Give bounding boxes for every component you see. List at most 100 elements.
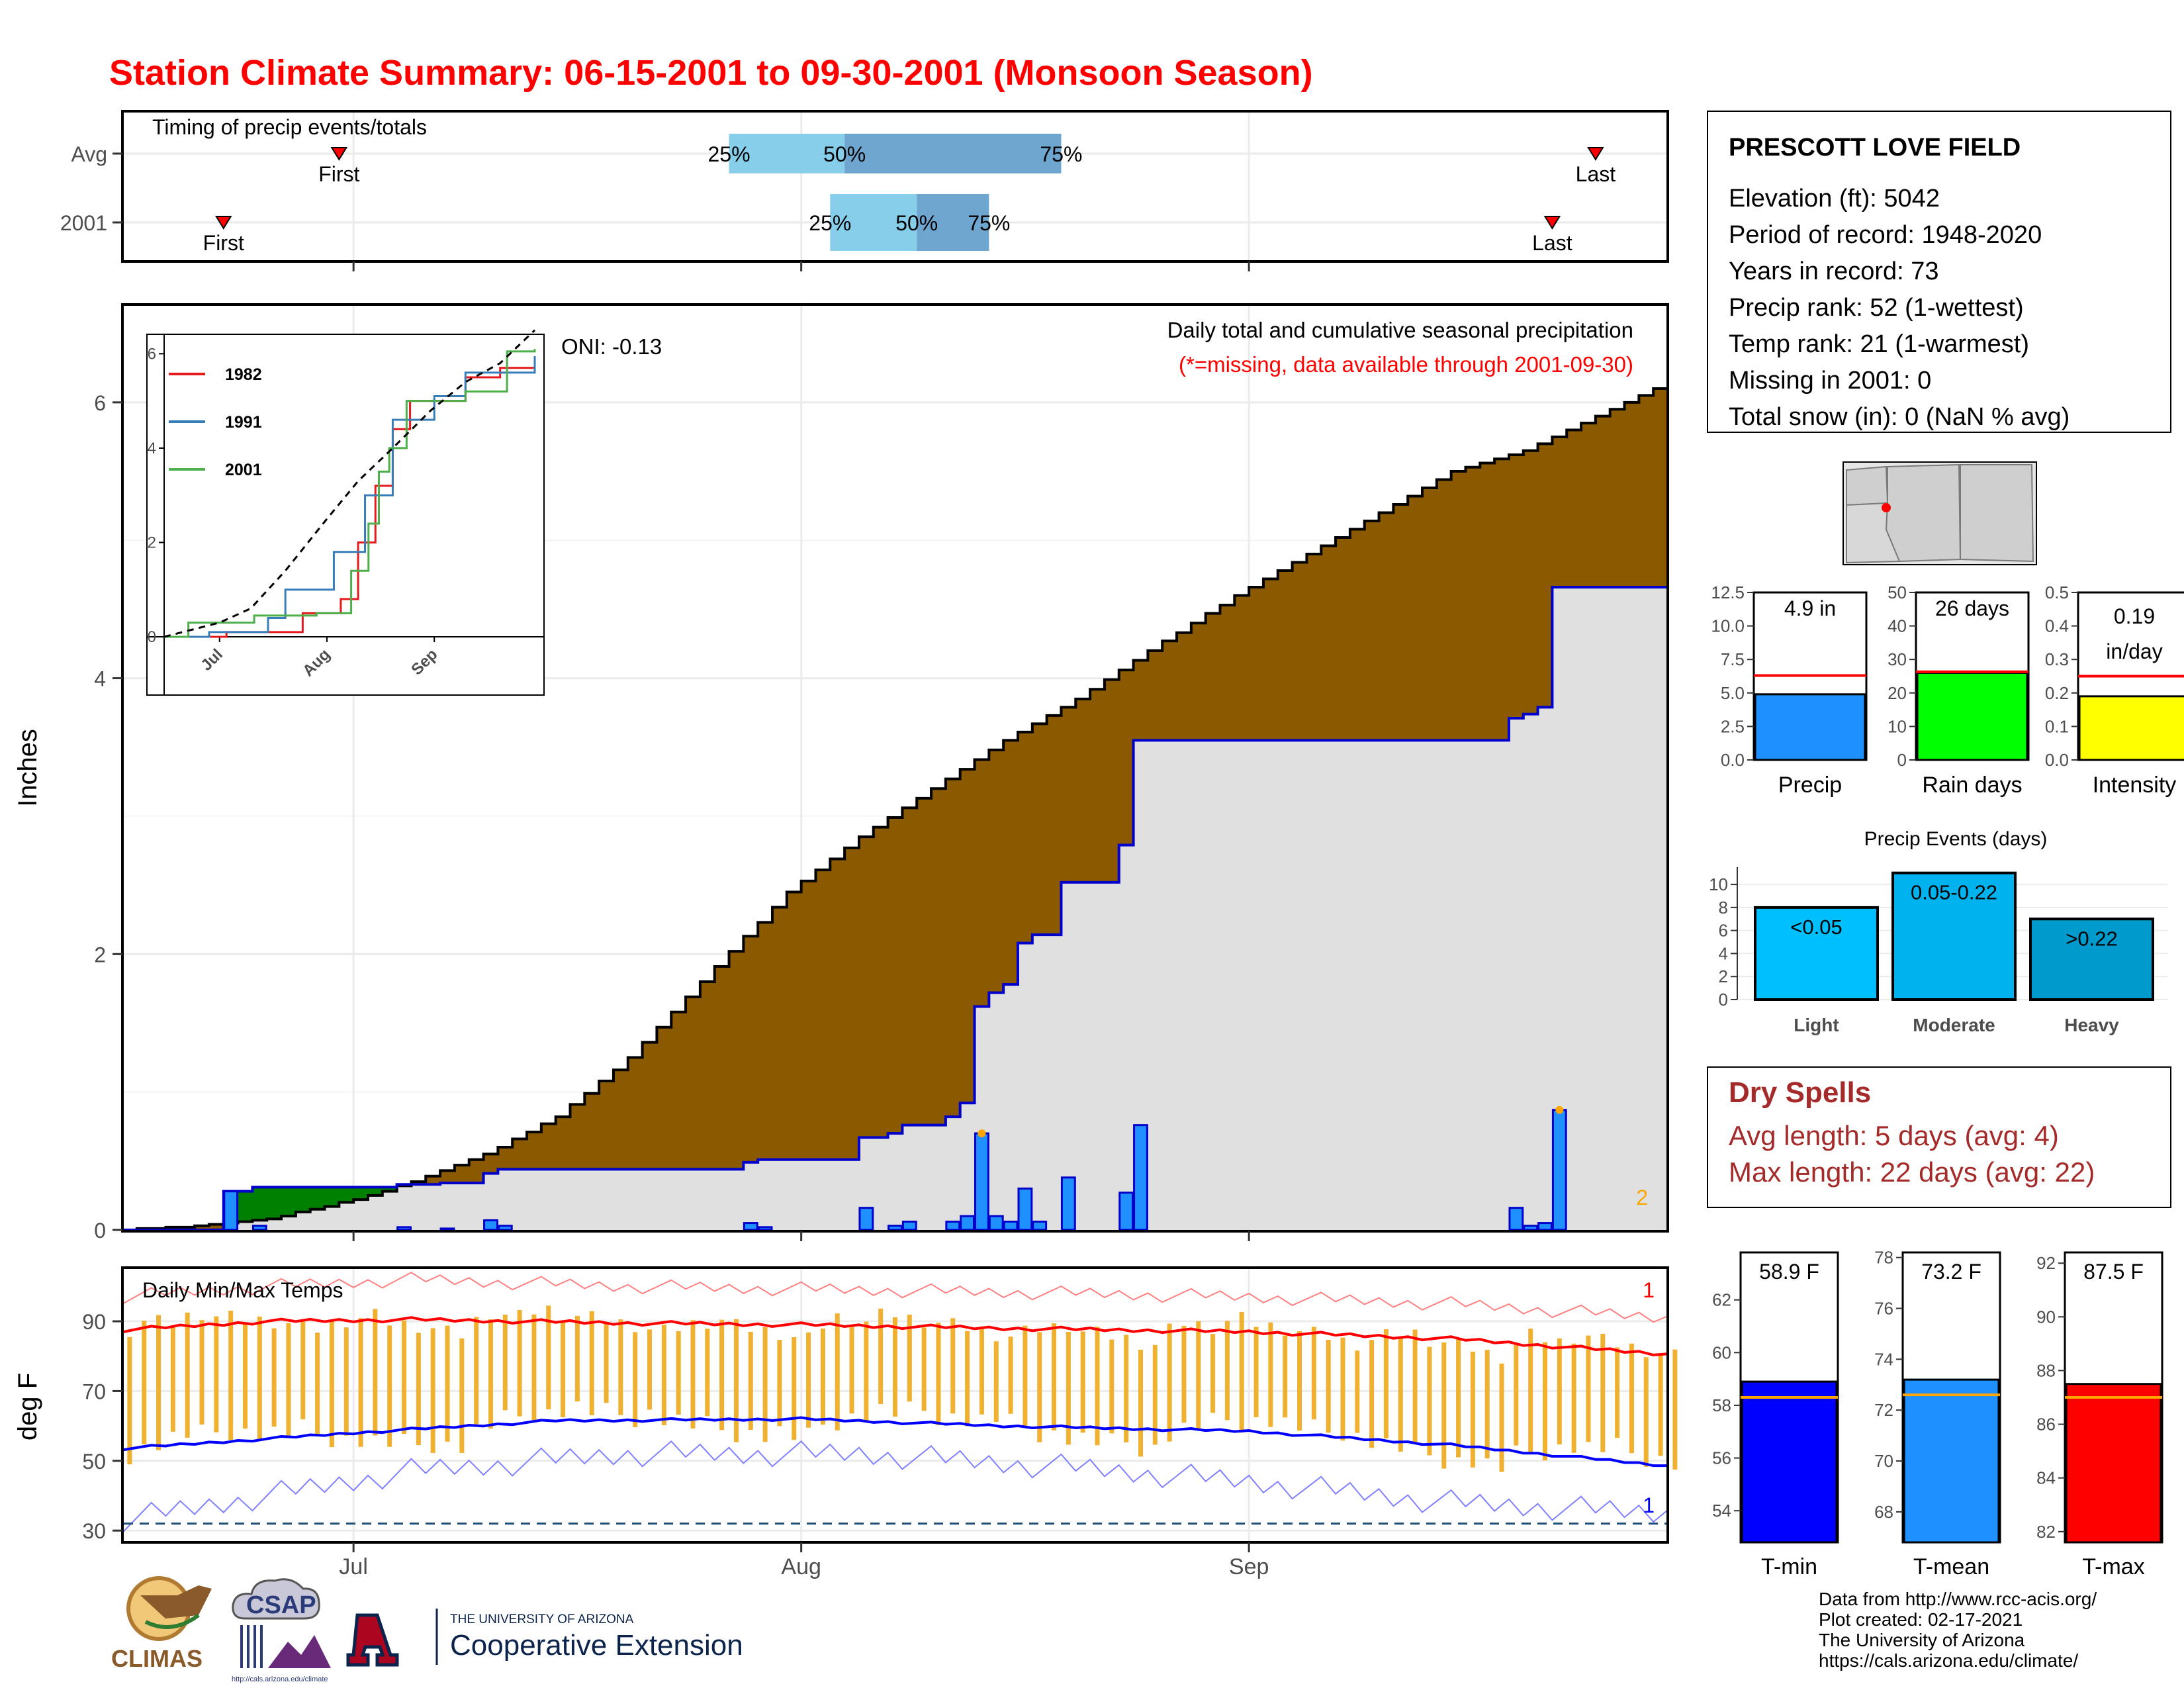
summary-bar-tick-label: 0.0 [1721, 750, 1745, 770]
deficit-segment [1567, 430, 1582, 588]
daily-temp-bar [142, 1321, 147, 1444]
deficit-segment [1508, 455, 1524, 718]
deficit-segment [729, 951, 744, 1170]
deficit-segment [613, 1070, 629, 1170]
daily-temp-bar [315, 1333, 320, 1434]
temp-y-tick-label: 70 [82, 1380, 106, 1403]
deficit-segment [1523, 450, 1539, 714]
deficit-segment [873, 827, 889, 1138]
credit-line: Plot created: 02-17-2021 [1819, 1609, 2023, 1630]
events-tick-label: 4 [1719, 943, 1728, 963]
csap-text: CSAP [246, 1591, 316, 1619]
summary-bar-tick-label: 0.5 [2045, 583, 2069, 602]
daily-temp-bar [185, 1312, 190, 1438]
last-event-label: Last [1576, 162, 1616, 186]
deficit-segment [1581, 423, 1596, 588]
deficit-segment [686, 996, 701, 1170]
daily-precip-bar [497, 1225, 513, 1231]
inset-series-1982 [164, 358, 536, 638]
y-axis-label-degf: deg F [13, 1373, 42, 1440]
surplus-segment [295, 1187, 311, 1212]
daily-temp-bar [921, 1327, 927, 1411]
deficit-segment [208, 1224, 224, 1230]
credits: Data from http://www.rcc-acis.org/Plot c… [1819, 1589, 2097, 1671]
deficit-segment [945, 778, 961, 1117]
daily-temp-bar [1340, 1337, 1345, 1441]
climas-text: CLIMAS [111, 1645, 203, 1672]
temp-bottom-count: 1 [1643, 1493, 1655, 1517]
events-tick-label: 2 [1719, 966, 1728, 986]
deficit-segment [858, 837, 874, 1138]
daily-temp-bar [402, 1320, 407, 1434]
precip-legend-title: Daily total and cumulative seasonal prec… [1167, 318, 1633, 342]
daily-temp-bar [1484, 1350, 1490, 1459]
deficit-segment [1061, 707, 1076, 882]
temp-bar-tick-label: 72 [1874, 1400, 1893, 1420]
logo-ua-cooperative-extension: THE UNIVERSITY OF ARIZONA Cooperative Ex… [346, 1609, 743, 1667]
cumulative-2001-area [122, 587, 1668, 1230]
summary-bar-tick-label: 0.3 [2045, 649, 2069, 669]
temp-bar-tick-label: 86 [2036, 1415, 2056, 1434]
daily-temp-bar [127, 1336, 132, 1465]
temp-bar-tick-label: 54 [1712, 1501, 1731, 1521]
daily-temp-bar [676, 1331, 681, 1415]
temp-bar-tick-label: 78 [1874, 1248, 1893, 1268]
temp-bar-tick-label: 58 [1712, 1395, 1731, 1415]
quartile-label: 25% [809, 211, 851, 235]
station-info-line: Missing in 2001: 0 [1729, 367, 1931, 395]
summary-bar-value [2078, 695, 2184, 761]
inset-y-tick-label: 0 [148, 628, 156, 646]
daily-temp-bar [1658, 1353, 1663, 1456]
daily-temp-bar [1441, 1342, 1447, 1469]
daily-precip-bar [483, 1219, 498, 1231]
surplus-segment [324, 1187, 340, 1207]
deficit-segment [1306, 554, 1322, 741]
daily-precip-bar [1508, 1207, 1524, 1231]
inset-legend-label: 1991 [225, 413, 262, 432]
deficit-segment [1263, 579, 1279, 741]
deficit-segment [830, 859, 845, 1160]
dry-spells-box: Dry Spells Avg length: 5 days (avg: 4) M… [1707, 1066, 2171, 1208]
daily-temp-bar [893, 1317, 897, 1417]
extreme-day-marker [1555, 1105, 1564, 1114]
precip-y-tick-label: 2 [94, 943, 106, 966]
daily-temp-bar [1311, 1327, 1316, 1420]
events-title: Precip Events (days) [1864, 828, 2048, 850]
inset-y-tick-label: 2 [148, 534, 156, 551]
precip-y-tick-label: 0 [94, 1219, 106, 1243]
deficit-segment [1104, 679, 1120, 882]
temp-bar-tick-label: 88 [2036, 1360, 2056, 1380]
daily-temp-bar [1326, 1340, 1331, 1433]
deficit-segment [469, 1159, 484, 1184]
daily-temp-bar [1152, 1344, 1158, 1445]
daily-temp-bar [1095, 1327, 1100, 1446]
deficit-segment [671, 1011, 686, 1170]
temp-bar-category-label: T-min [1761, 1554, 1817, 1579]
events-tick-label: 0 [1719, 990, 1728, 1009]
daily-temp-bar [936, 1323, 941, 1425]
daily-temp-bar [546, 1305, 551, 1410]
daily-temp-bar [1600, 1334, 1606, 1452]
daily-temp-bar [1138, 1349, 1143, 1457]
deficit-segment [1205, 613, 1221, 741]
extreme-day-marker [978, 1129, 986, 1138]
daily-temp-bar [1672, 1349, 1678, 1470]
daily-temp-bar [1052, 1323, 1057, 1430]
daily-temp-bar [748, 1332, 753, 1430]
timing-row-label: Avg [71, 142, 107, 166]
surplus-segment [238, 1191, 253, 1222]
quartile-label: 50% [895, 211, 938, 235]
inset-y-tick-label: 4 [148, 440, 156, 457]
daily-temp-bar [820, 1328, 825, 1425]
credit-line: https://cals.arizona.edu/climate/ [1819, 1650, 2078, 1671]
deficit-segment [1191, 623, 1206, 741]
daily-temp-bar [1355, 1350, 1360, 1433]
inset-legend-label: 1982 [225, 365, 262, 384]
temp-summary-bars: 54 56 58 60 62 58.9 F T-min 68 70 72 74 76 78 73.2 F T… [1712, 1248, 2163, 1579]
daily-precip-bar [1523, 1225, 1539, 1231]
quartile-label: 25% [708, 142, 751, 166]
deficit-segment [165, 1227, 181, 1230]
daily-precip-bar [1133, 1124, 1148, 1231]
daily-temp-bar [733, 1319, 739, 1442]
daily-temp-bar [416, 1333, 421, 1446]
